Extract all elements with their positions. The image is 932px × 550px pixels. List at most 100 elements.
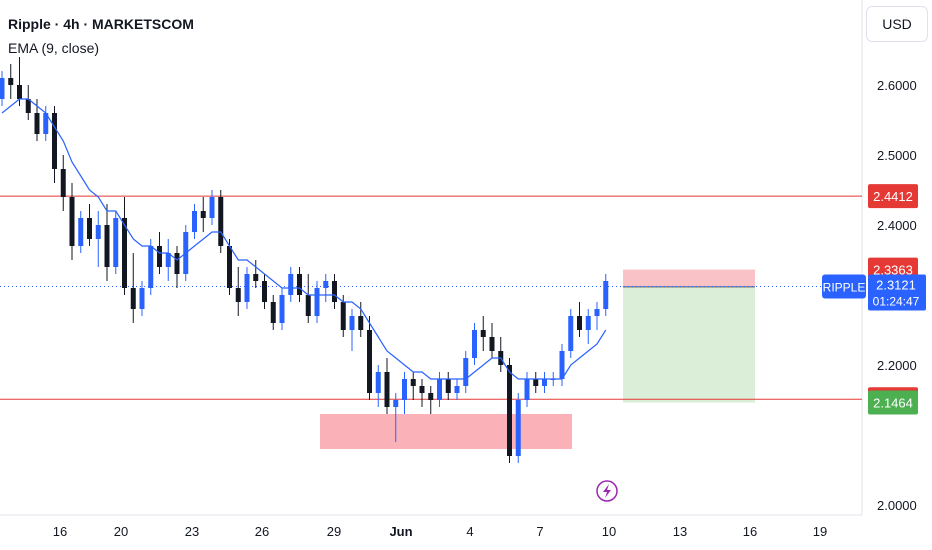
candle-body[interactable] — [104, 225, 110, 267]
candle-body[interactable] — [515, 400, 521, 456]
x-tick-label: 13 — [673, 524, 687, 539]
x-tick-label: 19 — [813, 524, 827, 539]
demand-zone[interactable] — [320, 414, 572, 449]
symbol-label: RIPPLE — [823, 281, 866, 295]
candle-body[interactable] — [577, 316, 582, 330]
candle-body[interactable] — [262, 281, 267, 302]
candle-body[interactable] — [375, 372, 381, 393]
price-label-text: 2.3363 — [873, 263, 913, 278]
candle-body[interactable] — [148, 246, 154, 288]
candle-body[interactable] — [69, 197, 75, 246]
stop-loss-zone[interactable] — [623, 269, 755, 287]
candle-body[interactable] — [25, 99, 31, 113]
candle-body[interactable] — [95, 225, 101, 239]
y-tick-label: 2.5000 — [877, 148, 917, 163]
candle-body[interactable] — [87, 218, 92, 239]
x-tick-label: 4 — [466, 524, 473, 539]
x-tick-label: Jun — [389, 524, 412, 539]
chart-title: Ripple · 4h · MARKETSCOM — [8, 16, 194, 32]
candle-body[interactable] — [253, 274, 259, 281]
ema-line[interactable] — [1, 98, 607, 380]
x-tick-label: 16 — [53, 524, 67, 539]
candle-body[interactable] — [402, 379, 407, 400]
current-price-badge — [868, 274, 926, 311]
candle-body[interactable] — [349, 316, 355, 330]
candle-body[interactable] — [200, 211, 206, 218]
y-tick-label: 2.2000 — [877, 358, 917, 373]
candle-body[interactable] — [165, 253, 171, 267]
x-tick-label: 23 — [185, 524, 199, 539]
candle-body[interactable] — [34, 113, 40, 134]
x-tick-label: 29 — [327, 524, 341, 539]
candle-body[interactable] — [419, 386, 425, 393]
candle-body[interactable] — [122, 218, 127, 288]
candle-body[interactable] — [244, 274, 250, 302]
candle-body[interactable] — [192, 211, 197, 232]
candle-body[interactable] — [437, 379, 442, 400]
x-tick-label: 7 — [536, 524, 543, 539]
candle-body[interactable] — [384, 372, 390, 407]
candle-body[interactable] — [472, 330, 477, 358]
x-tick-label: 10 — [602, 524, 616, 539]
candle-body[interactable] — [480, 330, 486, 337]
candle-body[interactable] — [524, 379, 530, 400]
candle-body[interactable] — [209, 197, 215, 218]
x-tick-label: 26 — [255, 524, 269, 539]
current-price-text: 2.3121 — [876, 278, 916, 293]
candle-body[interactable] — [279, 295, 285, 323]
candle-body[interactable] — [270, 302, 276, 323]
candle-body[interactable] — [174, 253, 180, 274]
candle-body[interactable] — [594, 309, 600, 316]
candle-body[interactable] — [218, 197, 224, 246]
y-tick-label: 2.0000 — [877, 498, 917, 513]
price-label-badge — [868, 184, 918, 209]
bar-countdown-text: 01:24:47 — [873, 295, 920, 309]
candle-body[interactable] — [60, 169, 66, 197]
candle-body[interactable] — [568, 316, 574, 351]
candle-body[interactable] — [533, 379, 539, 386]
candle-body[interactable] — [314, 288, 320, 316]
candle-body[interactable] — [323, 281, 329, 288]
take-profit-zone[interactable] — [623, 286, 755, 403]
candle-body[interactable] — [559, 351, 565, 379]
candle-body[interactable] — [410, 379, 416, 386]
candle-body[interactable] — [393, 400, 399, 407]
candle-body[interactable] — [288, 274, 294, 295]
candle-body[interactable] — [428, 393, 434, 400]
candle-body[interactable] — [332, 281, 337, 302]
symbol-badge[interactable] — [822, 274, 866, 299]
candle-body[interactable] — [227, 246, 232, 288]
currency-selector[interactable]: USD — [866, 6, 928, 42]
y-tick-label: 2.6000 — [877, 78, 917, 93]
x-tick-label: 20 — [114, 524, 128, 539]
candle-body[interactable] — [489, 337, 495, 351]
ema-indicator-label[interactable]: EMA (9, close) — [8, 40, 100, 56]
candle-body[interactable] — [507, 365, 512, 456]
candle-body[interactable] — [340, 302, 346, 330]
candle-body[interactable] — [358, 316, 364, 330]
candle-body[interactable] — [542, 379, 547, 386]
candle-body[interactable] — [463, 358, 469, 386]
candle-body[interactable] — [367, 330, 372, 393]
price-label-text: 2.1464 — [873, 396, 913, 411]
candle-body[interactable] — [454, 386, 460, 393]
candle-body[interactable] — [78, 218, 84, 246]
candle-body[interactable] — [603, 281, 609, 309]
x-tick-label: 16 — [743, 524, 757, 539]
candle-body[interactable] — [585, 316, 591, 330]
candle-body[interactable] — [157, 246, 162, 267]
candle-body[interactable] — [113, 218, 119, 267]
candle-body[interactable] — [17, 85, 22, 99]
candle-body[interactable] — [43, 113, 49, 134]
candle-body[interactable] — [445, 379, 451, 393]
candle-body[interactable] — [297, 274, 302, 295]
candle-body[interactable] — [235, 288, 241, 302]
price-label-badge — [868, 390, 918, 415]
candle-body[interactable] — [52, 113, 57, 169]
candle-body[interactable] — [305, 295, 311, 316]
candle-body[interactable] — [139, 288, 145, 309]
candle-body[interactable] — [130, 288, 136, 309]
candle-body[interactable] — [8, 78, 14, 85]
candle-body[interactable] — [0, 78, 5, 99]
